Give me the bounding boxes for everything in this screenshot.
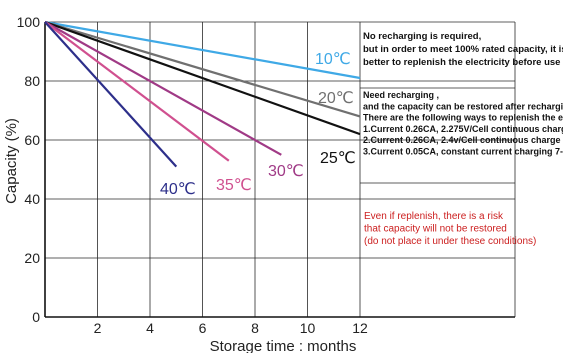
note-zone1-line: No recharging is required, [363,31,481,42]
note-zone3-line: Even if replenish, there is a risk [364,211,504,222]
tick-labels: 2 4 6 8 10 12 0 20 40 60 80 100 [17,14,368,336]
y-axis-label: Capacity (%) [3,118,20,204]
axes [44,22,515,318]
series-label-4: 35℃ [216,177,252,194]
note-zone3-line: that capacity will not be restored [364,224,507,235]
note-zone1-line: but in order to meet 100% rated capacity… [363,44,563,55]
y-tick-label: 80 [24,73,40,89]
series-lines [44,20,361,168]
series-labels: 10℃ 20℃ 25℃ 30℃ 35℃ 40℃ [160,51,356,198]
series-label-5: 40℃ [160,181,196,198]
series-label-0: 10℃ [315,51,351,68]
y-tick-label: 60 [24,132,40,148]
x-tick-label: 6 [199,320,207,336]
x-axis-label: Storage time : months [210,338,357,353]
note-zone1-line: better to replenish the electricity befo… [363,57,560,68]
x-tick-label: 12 [352,320,368,336]
note-zone2-line: 2.Current 0.26CA, 2.4v/Cell continuous c… [363,135,563,145]
x-tick-label: 10 [300,320,316,336]
note-zone2-line: and the capacity can be restored after r… [363,101,563,111]
series-label-1: 20℃ [318,90,354,107]
x-tick-label: 2 [94,320,102,336]
series-line-0 [44,20,361,80]
series-line-3 [44,21,282,156]
x-tick-label: 4 [146,320,154,336]
y-tick-label: 0 [32,309,40,325]
note-zone2-line: There are the following ways to replenis… [363,113,563,123]
y-tick-label: 40 [24,191,40,207]
y-tick-label: 20 [24,250,40,266]
note-zone3-line: (do not place it under these conditions) [364,236,536,247]
series-line-5 [44,21,178,168]
series-label-2: 25℃ [320,150,356,167]
series-label-3: 30℃ [268,163,304,180]
note-zone2-line: 1.Current 0.26CA, 2.275V/Cell continuous… [363,124,563,134]
series-line-1 [44,20,361,118]
x-tick-label: 8 [251,320,259,336]
zone-dividers [360,22,516,317]
y-tick-label: 100 [17,14,41,30]
note-zone2-line: Need recharging , [363,90,439,100]
series-line-2 [44,20,361,136]
annotations: No recharging is required, but in order t… [363,31,563,247]
note-zone2-line: 3.Current 0.05CA, constant current charg… [363,147,563,157]
series-line-4 [44,21,230,162]
